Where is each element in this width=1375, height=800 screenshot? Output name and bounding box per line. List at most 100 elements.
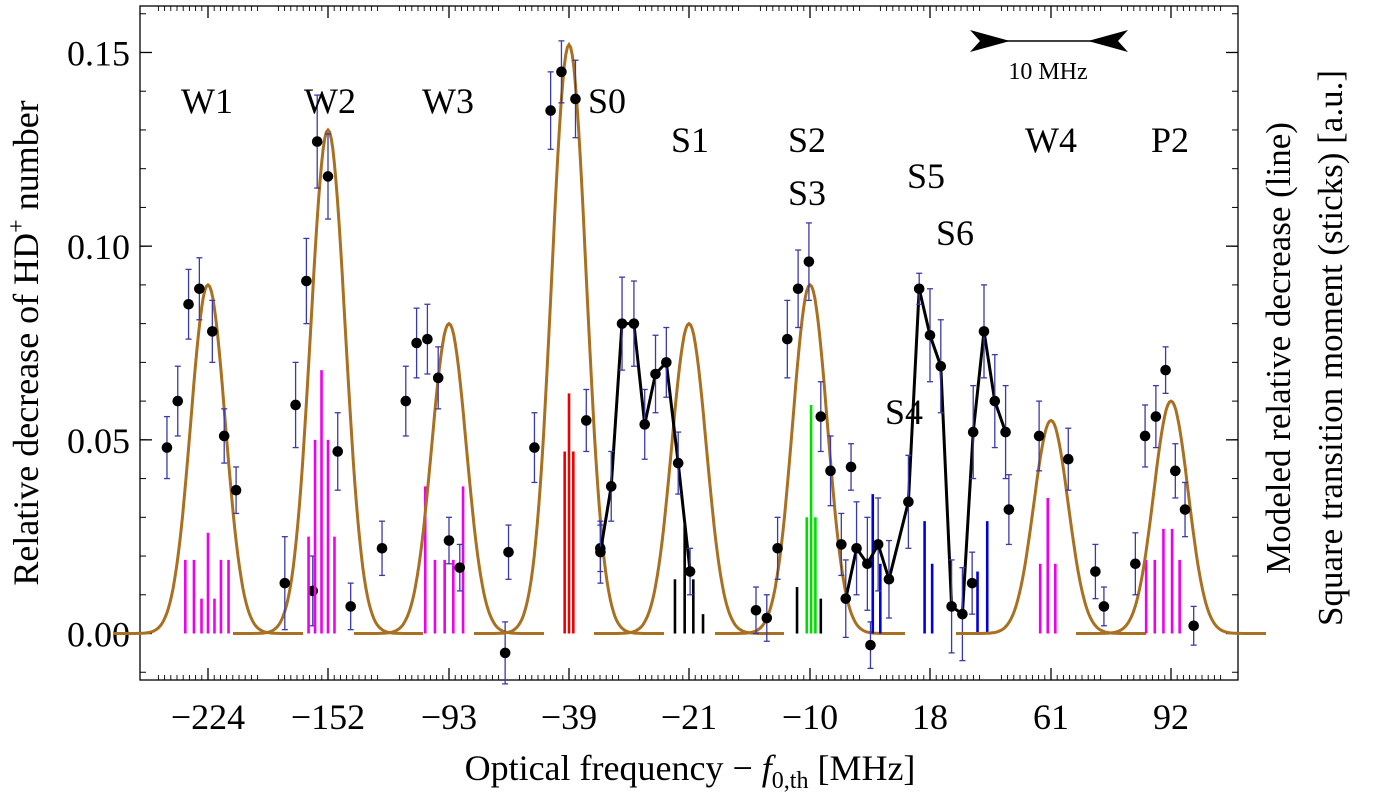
data-point	[1170, 465, 1181, 477]
transition-label: W2	[304, 81, 356, 121]
data-point	[411, 337, 422, 349]
panel-3: −93 W3	[354, 6, 544, 737]
data-point	[218, 430, 230, 442]
transition-label: S3	[788, 173, 826, 213]
data-point	[946, 601, 957, 612]
model-curve	[1076, 399, 1266, 635]
data-point	[1033, 430, 1045, 442]
data-point	[311, 136, 323, 147]
data-point	[1139, 430, 1151, 442]
data-point	[616, 318, 628, 329]
data-point	[957, 608, 968, 620]
x-tick-label: 61	[1033, 697, 1069, 737]
data-point	[279, 577, 291, 589]
data-point	[650, 368, 661, 380]
x-tick-label: 92	[1153, 697, 1189, 737]
x-tick-label: −93	[421, 697, 477, 737]
data-point	[913, 283, 925, 295]
data-point	[1160, 364, 1171, 376]
x-tick-label: −152	[291, 697, 365, 737]
data-point	[684, 566, 696, 577]
data-point	[290, 399, 301, 411]
x-axis-label: Optical frequency − f0,th [MHz]	[465, 748, 916, 794]
y-tick-label: 0.15	[67, 33, 130, 73]
data-point	[978, 326, 990, 337]
data-point	[332, 446, 344, 457]
data-point	[862, 558, 873, 570]
data-point	[172, 395, 184, 407]
data-point	[924, 329, 936, 341]
panel-9: 92 P2	[1076, 6, 1266, 737]
transition-label: S0	[588, 81, 626, 121]
data-point	[605, 481, 617, 492]
data-point	[639, 419, 651, 430]
data-point	[400, 395, 412, 407]
scale-bar-arrow-right	[1088, 30, 1128, 52]
data-point	[840, 593, 852, 604]
data-point	[432, 372, 444, 384]
scale-bar-label: 10 MHz	[1008, 59, 1087, 85]
data-point	[903, 496, 914, 508]
model-curve	[956, 418, 1146, 635]
data-point	[782, 333, 793, 345]
data-point	[556, 66, 567, 78]
panel-6: −10 S2 S3	[715, 6, 905, 737]
panel-5: −21 S1	[594, 6, 784, 737]
transition-label: P2	[1151, 120, 1189, 160]
data-point	[966, 577, 978, 589]
data-point	[1188, 620, 1199, 632]
transition-label: W4	[1025, 120, 1077, 160]
data-point	[865, 639, 876, 651]
data-point	[672, 457, 684, 469]
model-curve	[113, 282, 303, 635]
transition-label: S1	[671, 120, 709, 160]
data-point	[761, 612, 773, 624]
data-point	[750, 604, 762, 616]
data-point	[183, 298, 194, 310]
data-point	[207, 326, 218, 337]
panel-4: −39 S0	[474, 6, 664, 737]
data-point	[989, 395, 1001, 407]
model-curve	[354, 321, 544, 635]
data-point	[580, 415, 592, 426]
transition-label: S4	[885, 392, 923, 432]
data-point	[883, 573, 895, 585]
data-point	[1130, 558, 1141, 570]
right-axis-label-line2: Square transition moment (sticks) [a.u.]	[1311, 70, 1350, 626]
transition-label: W3	[422, 81, 474, 121]
data-point	[499, 647, 511, 659]
data-point	[1062, 453, 1074, 465]
x-tick-label: −10	[782, 697, 838, 737]
scale-bar-arrow-left	[970, 30, 1010, 52]
transition-label: S5	[907, 156, 945, 196]
data-point	[628, 318, 640, 329]
data-point	[1179, 504, 1191, 515]
x-tick-label: 18	[912, 697, 948, 737]
y-tick-label: 0.05	[67, 421, 130, 461]
data-point	[792, 283, 804, 295]
data-point	[845, 461, 857, 473]
scale-bar: 10 MHz	[970, 30, 1128, 85]
data-point	[322, 171, 334, 182]
data-point	[803, 256, 815, 267]
data-point	[301, 275, 312, 287]
data-point	[967, 426, 979, 438]
data-point	[161, 442, 173, 453]
y-axis-label: Relative decrease of HD+ number	[4, 100, 46, 585]
data-point	[1000, 426, 1011, 438]
data-point	[836, 539, 847, 550]
transition-label: W1	[181, 81, 233, 121]
panel-7: 18 S4 S5 S6	[840, 6, 1011, 737]
panel-1: −224 W1	[113, 6, 319, 737]
data-point	[194, 283, 205, 295]
data-point	[872, 539, 884, 550]
data-point	[529, 442, 540, 453]
data-point	[570, 93, 581, 105]
data-point	[815, 411, 827, 422]
panel-8: 61 W4	[956, 6, 1146, 737]
data-point	[422, 333, 433, 345]
data-point	[443, 535, 455, 546]
data-point	[935, 360, 947, 372]
